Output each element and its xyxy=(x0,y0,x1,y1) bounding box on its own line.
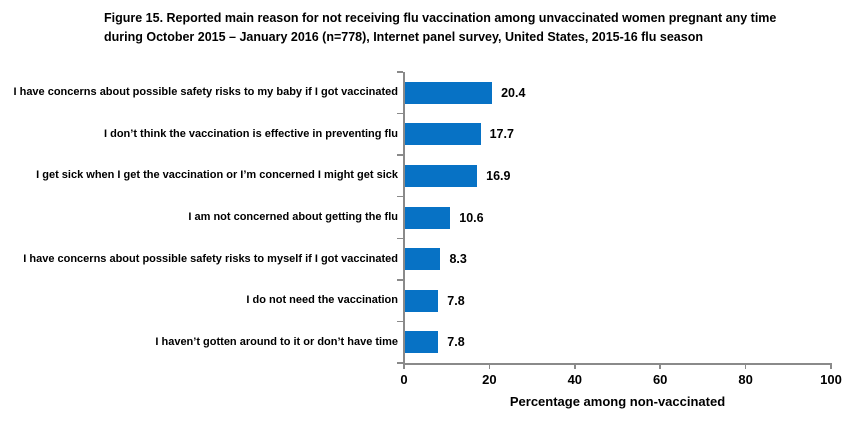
x-axis-title: Percentage among non-vaccinated xyxy=(509,394,726,409)
y-axis-tick xyxy=(397,112,403,115)
category-label-text: I don’t think the vaccination is effecti… xyxy=(104,127,398,140)
x-axis-tick-label: 0 xyxy=(400,372,408,387)
category-label: I don’t think the vaccination is effecti… xyxy=(0,114,398,156)
y-axis-tick xyxy=(397,154,403,156)
x-axis-tick-label: 20 xyxy=(482,372,497,387)
y-axis-tick xyxy=(397,362,403,364)
x-axis-tick-label: 40 xyxy=(567,372,583,387)
y-axis-tick xyxy=(397,279,403,281)
y-axis-tick xyxy=(397,71,403,73)
y-axis-tick xyxy=(397,195,403,198)
x-axis-tick xyxy=(744,363,747,369)
category-label-text: I have concerns about possible safety ri… xyxy=(23,252,398,265)
y-axis-line xyxy=(403,72,405,369)
bar xyxy=(405,331,439,354)
bar xyxy=(405,248,441,271)
x-axis-tick xyxy=(830,363,832,369)
x-axis-tick-label: 100 xyxy=(820,372,842,387)
x-axis-tick xyxy=(488,363,491,369)
x-axis-tick-label: 80 xyxy=(738,372,753,387)
bar xyxy=(405,164,478,187)
x-axis-tick xyxy=(403,363,405,369)
value-label: 8.3 xyxy=(449,252,467,267)
y-axis-tick xyxy=(397,320,403,323)
category-label-text: I haven’t gotten around to it or don’t h… xyxy=(155,335,398,348)
category-label: I am not concerned about getting the flu xyxy=(0,197,398,239)
x-axis-tick xyxy=(659,363,661,369)
x-axis-line xyxy=(403,363,832,365)
category-label: I get sick when I get the vaccination or… xyxy=(0,155,398,197)
category-label-text: I have concerns about possible safety ri… xyxy=(13,86,398,99)
value-label: 16.9 xyxy=(486,168,511,183)
category-label-text: I get sick when I get the vaccination or… xyxy=(36,169,398,182)
category-label: I have concerns about possible safety ri… xyxy=(0,238,398,280)
value-label: 7.8 xyxy=(447,335,465,350)
bar xyxy=(405,81,493,104)
chart-title: Figure 15. Reported main reason for not … xyxy=(104,11,777,44)
category-label: I do not need the vaccination xyxy=(0,280,398,322)
y-axis-tick xyxy=(397,237,403,240)
x-axis-tick-label: 60 xyxy=(652,372,668,387)
value-label: 20.4 xyxy=(501,85,526,100)
value-label: 10.6 xyxy=(459,210,484,225)
bar xyxy=(405,206,451,229)
category-label-text: I do not need the vaccination xyxy=(246,294,398,307)
value-label: 17.7 xyxy=(489,127,514,142)
category-label-text: I am not concerned about getting the flu xyxy=(188,210,398,223)
bar xyxy=(405,123,481,146)
category-label: I haven’t gotten around to it or don’t h… xyxy=(0,321,398,363)
bar xyxy=(405,289,439,312)
x-axis-tick xyxy=(574,363,576,369)
value-label: 7.8 xyxy=(447,293,465,308)
category-label: I have concerns about possible safety ri… xyxy=(0,72,398,114)
